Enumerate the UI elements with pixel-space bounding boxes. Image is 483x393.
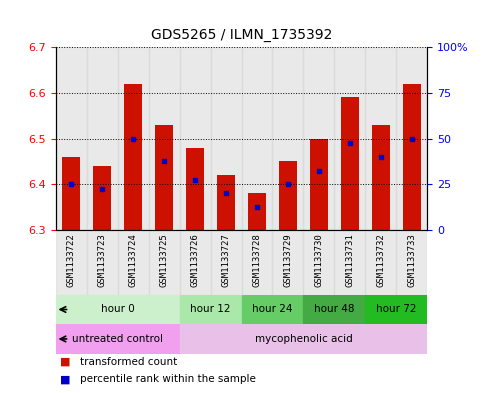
Bar [180, 47, 211, 230]
Text: GSM1133731: GSM1133731 [345, 233, 355, 287]
Bar [397, 230, 427, 295]
Bar [93, 166, 112, 230]
Bar [56, 230, 86, 295]
Text: GSM1133729: GSM1133729 [284, 233, 293, 287]
Bar [149, 230, 180, 295]
Bar [334, 47, 366, 230]
Bar [211, 47, 242, 230]
Bar [272, 230, 303, 295]
Bar [366, 295, 427, 324]
Bar [56, 47, 86, 230]
Bar [272, 47, 303, 230]
Text: ■: ■ [60, 374, 71, 384]
Bar [62, 157, 80, 230]
Text: untreated control: untreated control [72, 334, 163, 344]
Text: transformed count: transformed count [80, 356, 177, 367]
Bar [149, 47, 180, 230]
Bar [180, 230, 211, 295]
Text: hour 72: hour 72 [376, 305, 417, 314]
Text: GSM1133730: GSM1133730 [314, 233, 324, 287]
Bar [242, 230, 272, 295]
Bar [180, 295, 242, 324]
Text: ■: ■ [60, 356, 71, 367]
Bar [56, 324, 180, 354]
Bar [366, 47, 397, 230]
Bar [279, 162, 297, 230]
Text: hour 24: hour 24 [252, 305, 293, 314]
Bar [403, 84, 421, 230]
Bar [242, 295, 303, 324]
Bar [366, 230, 397, 295]
Text: GSM1133724: GSM1133724 [128, 233, 138, 287]
Text: GSM1133725: GSM1133725 [159, 233, 169, 287]
Bar [155, 125, 173, 230]
Text: GSM1133723: GSM1133723 [98, 233, 107, 287]
Bar [124, 84, 142, 230]
Bar [242, 47, 272, 230]
Text: percentile rank within the sample: percentile rank within the sample [80, 374, 256, 384]
Bar [117, 230, 149, 295]
Text: hour 0: hour 0 [100, 305, 134, 314]
Text: GDS5265 / ILMN_1735392: GDS5265 / ILMN_1735392 [151, 28, 332, 42]
Bar [372, 125, 390, 230]
Bar [303, 47, 334, 230]
Bar [310, 139, 328, 230]
Text: hour 48: hour 48 [314, 305, 355, 314]
Text: GSM1133728: GSM1133728 [253, 233, 261, 287]
Bar [217, 175, 235, 230]
Bar [180, 324, 427, 354]
Text: GSM1133732: GSM1133732 [376, 233, 385, 287]
Bar [397, 47, 427, 230]
Text: GSM1133733: GSM1133733 [408, 233, 416, 287]
Bar [341, 97, 359, 230]
Bar [86, 47, 117, 230]
Text: GSM1133726: GSM1133726 [190, 233, 199, 287]
Bar [303, 295, 366, 324]
Bar [186, 148, 204, 230]
Bar [334, 230, 366, 295]
Bar [248, 193, 266, 230]
Text: mycophenolic acid: mycophenolic acid [255, 334, 353, 344]
Bar [86, 230, 117, 295]
Bar [303, 230, 334, 295]
Text: hour 12: hour 12 [190, 305, 231, 314]
Text: GSM1133727: GSM1133727 [222, 233, 230, 287]
Bar [117, 47, 149, 230]
Bar [211, 230, 242, 295]
Text: GSM1133722: GSM1133722 [67, 233, 75, 287]
Bar [56, 295, 180, 324]
